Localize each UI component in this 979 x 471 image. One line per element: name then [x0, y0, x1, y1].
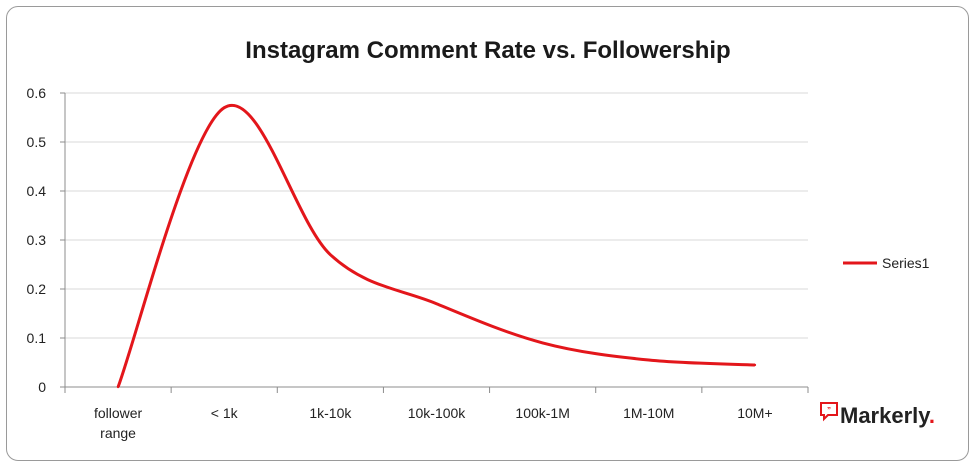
speech-bubble-icon: ” [820, 402, 838, 422]
y-tick-label: 0.1 [27, 330, 47, 346]
series-layer [116, 103, 757, 389]
x-axis-ticks: follower range < 1k 1k-10k 10k-100k 100k-1M 1M… [64, 387, 809, 441]
legend: Series1 [843, 255, 930, 271]
x-tick-label: 10k-100k [408, 405, 467, 421]
legend-label: Series1 [882, 255, 930, 271]
brand-name: Markerly. [840, 403, 935, 428]
x-tick-label: 100k-1M [515, 405, 569, 421]
x-tick-label: 1k-10k [309, 405, 352, 421]
svg-text:”: ” [827, 406, 831, 415]
data-point [435, 302, 438, 305]
y-tick-label: 0.6 [27, 85, 47, 101]
data-point [753, 363, 757, 367]
x-tick-label: < 1k [211, 405, 239, 421]
brand-logo: ” Markerly. [820, 402, 935, 428]
data-point [223, 106, 226, 109]
chart-title: Instagram Comment Rate vs. Followership [245, 37, 730, 64]
brand-name-text: Markerly [840, 403, 931, 428]
y-tick-label: 0 [38, 379, 46, 395]
y-tick-label: 0.5 [27, 134, 47, 150]
data-point [541, 341, 544, 345]
series-line [116, 103, 755, 388]
grid [65, 92, 808, 339]
y-tick-label: 0.4 [27, 183, 47, 199]
y-axis-ticks: 0 0.1 0.2 0.3 0.4 0.5 0.6 [27, 85, 65, 395]
data-point [329, 253, 332, 256]
brand-dot: . [929, 403, 935, 428]
x-tick-label: follower range [94, 405, 143, 441]
data-point [647, 358, 650, 362]
y-tick-label: 0.3 [27, 232, 47, 248]
data-point [116, 385, 120, 389]
x-tick-label: 1M-10M [623, 405, 674, 421]
y-tick-label: 0.2 [27, 281, 47, 297]
x-tick-label: 10M+ [737, 405, 772, 421]
